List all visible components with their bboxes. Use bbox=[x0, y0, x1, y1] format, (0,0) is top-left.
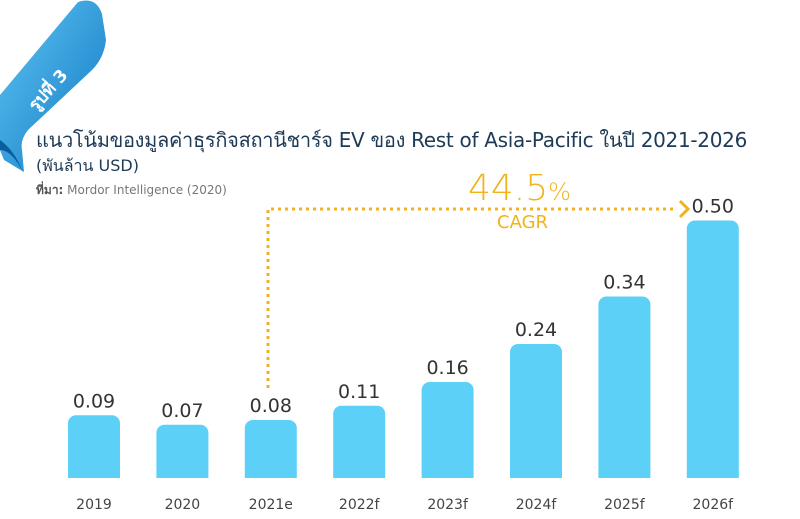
cagr-number: 44.5 bbox=[468, 168, 549, 209]
x-tick-label: 2026f bbox=[693, 497, 735, 513]
bar-2020 bbox=[156, 424, 209, 486]
chart-title: แนวโน้มของมูลค่าธุรกิจสถานีชาร์จ EV ของ … bbox=[36, 128, 748, 152]
bar-2023f bbox=[421, 382, 474, 486]
data-label: 0.34 bbox=[603, 272, 645, 294]
x-tick-label: 2024f bbox=[516, 497, 558, 513]
bar-2022f bbox=[333, 405, 386, 486]
bar-2021e bbox=[244, 420, 297, 486]
data-label: 0.08 bbox=[250, 395, 292, 417]
x-tick-label: 2025f bbox=[604, 497, 646, 513]
source-text: Mordor Intelligence (2020) bbox=[63, 183, 227, 197]
chart-source: ที่มา: Mordor Intelligence (2020) bbox=[36, 181, 227, 200]
baseline-mask bbox=[0, 478, 800, 492]
data-label: 0.09 bbox=[73, 390, 115, 412]
bar-2026f bbox=[686, 220, 739, 486]
figure-ribbon-badge: รูปที่ 3 bbox=[0, 0, 106, 174]
x-tick-label: 2023f bbox=[427, 497, 469, 513]
x-tick-label: 2019 bbox=[76, 497, 112, 513]
x-tick-label: 2020 bbox=[165, 497, 201, 513]
bar-2024f bbox=[510, 344, 562, 486]
x-tick-label: 2021e bbox=[249, 497, 293, 513]
data-label: 0.11 bbox=[338, 381, 380, 403]
chart-unit: (พันล้าน USD) bbox=[36, 156, 139, 175]
bar-2019 bbox=[68, 415, 120, 486]
data-label: 0.24 bbox=[515, 319, 557, 341]
cagr-label: CAGR bbox=[497, 212, 549, 233]
source-label: ที่มา: bbox=[36, 183, 64, 197]
cagr-value: 44.5% bbox=[468, 168, 571, 209]
data-label: 0.16 bbox=[426, 357, 468, 379]
data-label: 0.50 bbox=[692, 196, 734, 218]
cagr-unit: % bbox=[548, 178, 571, 206]
data-label: 0.07 bbox=[161, 400, 203, 422]
x-tick-label: 2022f bbox=[339, 497, 381, 513]
cagr-arrow bbox=[266, 199, 691, 388]
bar-2025f bbox=[598, 296, 651, 486]
